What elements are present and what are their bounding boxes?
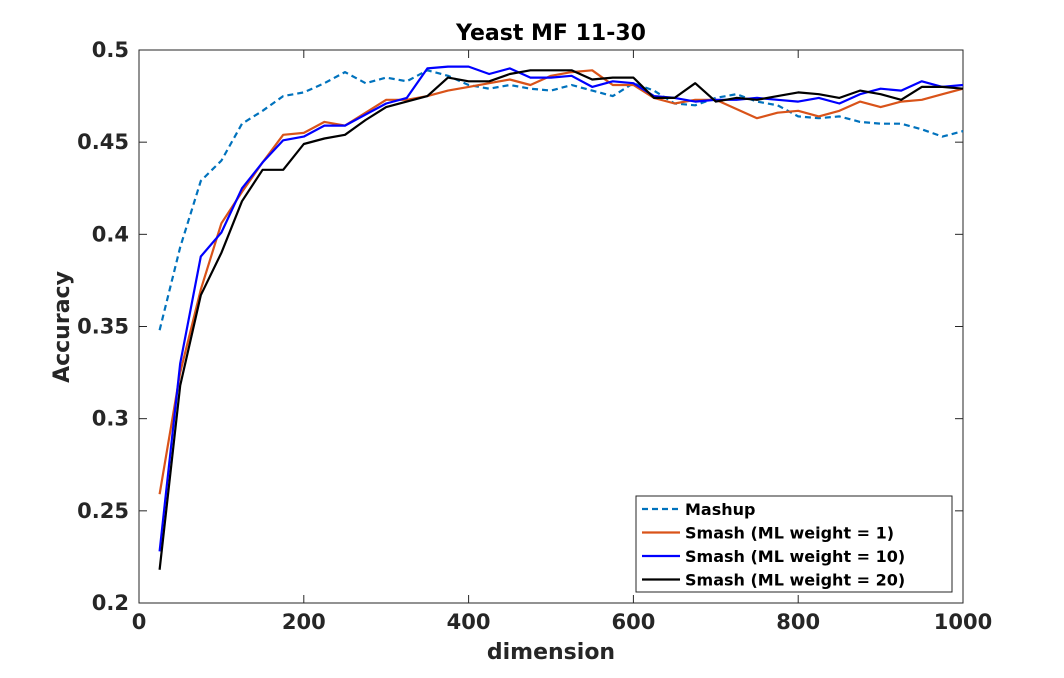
x-tick-label: 200 — [282, 610, 326, 634]
series-line-3 — [158, 69, 964, 570]
y-tick-label: 0.25 — [77, 499, 129, 523]
series-lines — [158, 65, 964, 570]
legend-label: Smash (ML weight = 10) — [685, 547, 905, 566]
x-tick-label: 0 — [132, 610, 147, 634]
x-tick-label: 400 — [447, 610, 491, 634]
x-tick-label: 600 — [611, 610, 655, 634]
axis-ticks: 0 200 400 600 800 1000 0.2 0.25 0.3 0.35 0.4 0.45 0.… — [77, 38, 992, 634]
x-tick-label: 800 — [776, 610, 820, 634]
series-line-0 — [158, 69, 964, 331]
y-tick-label: 0.35 — [77, 315, 129, 339]
x-axis-title: dimension — [487, 640, 615, 665]
legend-label: Smash (ML weight = 1) — [685, 524, 894, 543]
series-line-2 — [158, 65, 964, 552]
y-tick-label: 0.45 — [77, 130, 129, 154]
legend-box — [635, 495, 953, 593]
x-tick-label: 1000 — [934, 610, 992, 634]
series-line-1 — [158, 69, 964, 495]
legend-label: Mashup — [685, 500, 755, 519]
y-axis-title: Accuracy — [50, 271, 75, 383]
y-tick-label: 0.3 — [92, 407, 129, 431]
chart-title: Yeast MF 11-30 — [455, 21, 646, 46]
y-tick-label: 0.2 — [92, 591, 129, 615]
y-tick-label: 0.5 — [92, 38, 129, 62]
y-tick-label: 0.4 — [92, 222, 129, 246]
legend-label: Smash (ML weight = 20) — [685, 571, 905, 590]
legend: Mashup Smash (ML weight = 1) Smash (ML wei… — [635, 495, 953, 593]
